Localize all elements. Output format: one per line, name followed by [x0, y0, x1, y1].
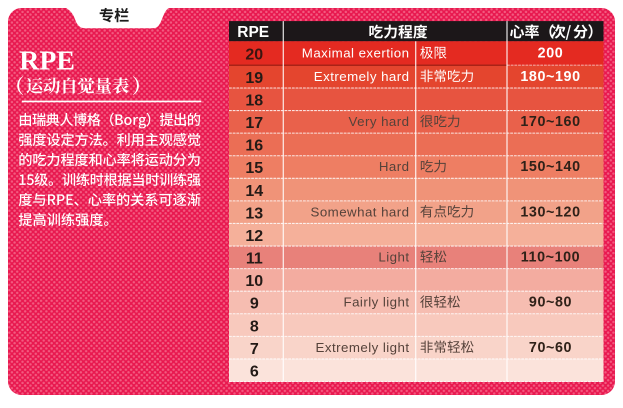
- svg-text:14: 14: [245, 183, 263, 200]
- svg-text:17: 17: [245, 115, 263, 132]
- svg-text:Very hard: Very hard: [349, 114, 410, 129]
- svg-text:Extremely light: Extremely light: [316, 340, 410, 355]
- svg-text:20: 20: [245, 47, 263, 64]
- svg-text:Maximal exertion: Maximal exertion: [302, 46, 410, 61]
- svg-text:170~160: 170~160: [520, 114, 580, 130]
- svg-text:Somewhat hard: Somewhat hard: [311, 204, 410, 219]
- svg-text:12: 12: [245, 228, 263, 245]
- svg-text:15: 15: [245, 160, 263, 177]
- svg-text:90~80: 90~80: [529, 295, 572, 311]
- svg-text:6: 6: [250, 363, 259, 380]
- svg-text:70~60: 70~60: [529, 340, 572, 356]
- svg-text:110~100: 110~100: [521, 250, 580, 266]
- svg-text:130~120: 130~120: [520, 204, 580, 220]
- svg-text:RPE: RPE: [19, 45, 75, 76]
- svg-text:7: 7: [250, 341, 259, 358]
- svg-text:11: 11: [246, 251, 263, 268]
- svg-text:18: 18: [245, 92, 263, 109]
- svg-text:10: 10: [245, 273, 263, 290]
- svg-text:Extremely hard: Extremely hard: [314, 69, 410, 84]
- svg-text:180~190: 180~190: [520, 69, 580, 85]
- svg-text:Hard: Hard: [379, 159, 410, 174]
- svg-text:8: 8: [250, 318, 259, 335]
- svg-text:Light: Light: [378, 250, 409, 265]
- svg-text:RPE: RPE: [237, 24, 269, 41]
- svg-text:19: 19: [245, 70, 263, 87]
- svg-text:13: 13: [245, 205, 263, 222]
- svg-text:200: 200: [538, 46, 564, 62]
- svg-text:Fairly light: Fairly light: [344, 295, 410, 310]
- svg-text:150~140: 150~140: [520, 159, 580, 175]
- svg-text:9: 9: [250, 296, 259, 313]
- svg-text:16: 16: [245, 138, 263, 155]
